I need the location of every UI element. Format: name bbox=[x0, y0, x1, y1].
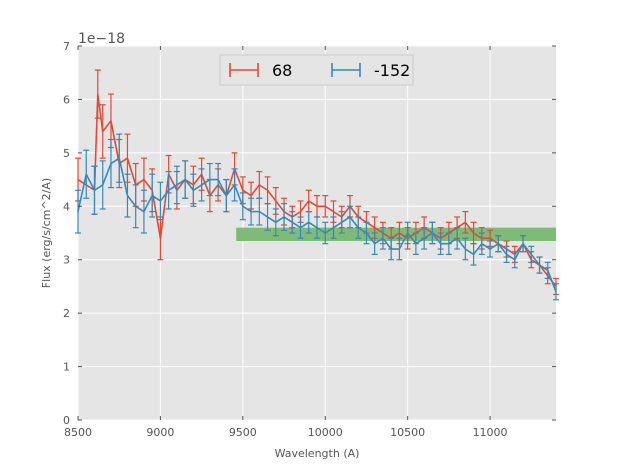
y-axis-label: Flux (erg/s/cm^2/A) bbox=[40, 178, 53, 288]
series-line bbox=[77, 157, 557, 293]
x-tick-label: 9000 bbox=[146, 426, 174, 439]
legend-item--152: -152 bbox=[331, 61, 410, 80]
series--152 bbox=[75, 133, 559, 301]
legend-item-68: 68 bbox=[229, 61, 292, 80]
x-axis-label: Wavelength (A) bbox=[275, 447, 360, 460]
x-tick-label: 11000 bbox=[473, 426, 508, 439]
series-line bbox=[77, 93, 557, 287]
x-tick-label: 8500 bbox=[64, 426, 92, 439]
x-tick-label: 10000 bbox=[308, 426, 343, 439]
y-tick-label: 0 bbox=[63, 414, 70, 427]
y-tick-label: 6 bbox=[63, 93, 70, 106]
legend-box bbox=[219, 54, 414, 86]
legend: 68 -152 bbox=[219, 54, 414, 86]
legend-label: -152 bbox=[374, 61, 410, 80]
legend-label: 68 bbox=[272, 61, 292, 80]
y-tick-label: 5 bbox=[63, 147, 70, 160]
ticks: 8500 9000 9500 10000 10500 11000 0 1 2 3 4 5 6 7 bbox=[63, 40, 556, 439]
y-tick-label: 2 bbox=[63, 307, 70, 320]
x-tick-label: 10500 bbox=[390, 426, 425, 439]
x-tick-label: 9500 bbox=[229, 426, 257, 439]
y-tick-label: 4 bbox=[63, 200, 70, 213]
y-tick-label: 7 bbox=[63, 40, 70, 53]
y-tick-label: 1 bbox=[63, 361, 70, 374]
y-tick-label: 3 bbox=[63, 254, 70, 267]
y-offset-label: 1e−18 bbox=[78, 31, 125, 47]
series-layer bbox=[75, 69, 559, 301]
